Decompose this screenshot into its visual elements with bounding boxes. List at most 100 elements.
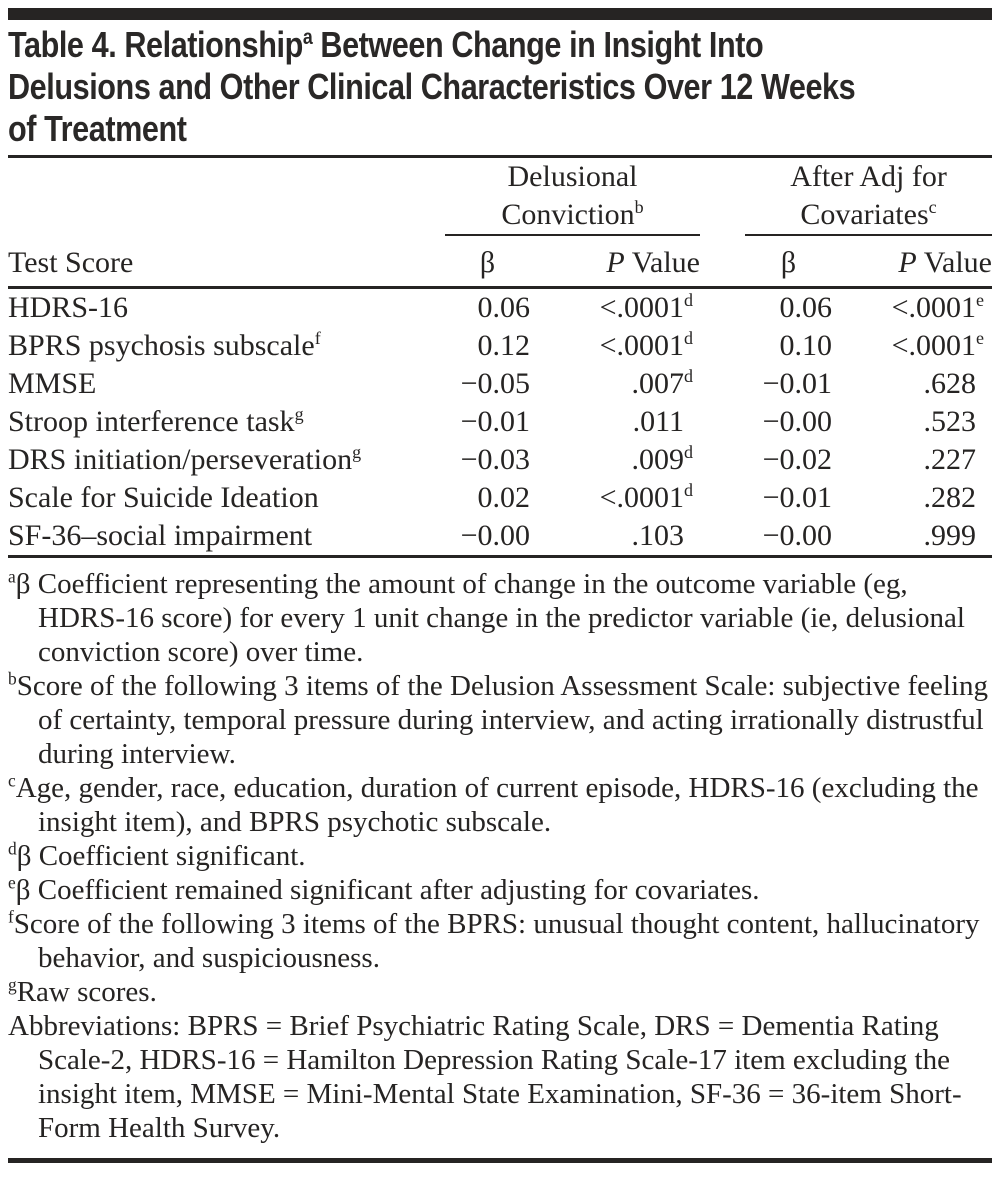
row-label-text: BPRS psychosis subscale	[8, 329, 315, 362]
p-rest: Value	[624, 246, 700, 279]
p-value: <.0001d	[599, 480, 693, 514]
column-group-delusional-conviction: Delusional Convictionb	[445, 158, 700, 236]
gap-cell	[700, 441, 745, 479]
row-label: SF-36–social impairment	[8, 517, 445, 558]
footnote-text: Age, gender, race, education, duration o…	[15, 772, 979, 838]
beta-value: −0.01	[460, 405, 530, 438]
p-value-text: <.0001	[891, 329, 976, 362]
group-label-text: Covariates	[800, 198, 929, 231]
p-rest: Value	[916, 246, 992, 279]
title-footnote-marker-a: a	[302, 26, 313, 49]
p-value: .103	[530, 517, 700, 558]
group-label-line: Covariatesc	[745, 196, 992, 233]
row-label-text: Scale for Suicide Ideation	[8, 481, 319, 514]
row-label-text: MMSE	[8, 367, 97, 400]
p-value: <.0001e	[891, 328, 984, 362]
table-row: Scale for Suicide Ideation 0.02 <.0001d …	[8, 479, 992, 517]
row-label: Scale for Suicide Ideation	[8, 479, 445, 517]
p-value: .628	[832, 365, 992, 403]
footnote-g: gRaw scores.	[8, 975, 992, 1009]
footnote-e: eβ Coefficient remained significant afte…	[8, 873, 992, 907]
gap-cell	[700, 403, 745, 441]
column-header-beta-1: β	[445, 235, 530, 289]
top-rule	[8, 8, 992, 20]
p-value: <.0001d	[599, 290, 693, 324]
row-footnote-marker: g	[352, 442, 362, 462]
beta-value: −0.00	[445, 517, 530, 558]
row-label: BPRS psychosis subscalef	[8, 327, 445, 365]
gap-cell	[700, 327, 745, 365]
footnote-text: Abbreviations: BPRS = Brief Psychiatric …	[8, 1010, 962, 1144]
beta-value: −0.00	[762, 405, 832, 438]
p-value: .227	[832, 441, 992, 479]
title-text: Between Change in Insight Into	[312, 24, 764, 65]
footnote-marker-c: c	[928, 197, 937, 217]
footnote-text: Score of the following 3 items of the De…	[16, 670, 989, 770]
table-row: Stroop interference taskg −0.01 .011 −0.…	[8, 403, 992, 441]
beta-value: 0.02	[477, 481, 531, 514]
beta-value: −0.01	[762, 481, 832, 514]
footnote-marker: a	[8, 566, 16, 587]
p-value-text: <.0001	[599, 329, 684, 362]
gap-cell	[700, 517, 745, 558]
column-header-p-value-1: P Value	[530, 235, 700, 289]
p-value: <.0001d	[599, 328, 693, 362]
footnote-marker: c	[8, 770, 16, 791]
p-value: .011	[530, 403, 700, 441]
p-value: .523	[832, 403, 992, 441]
title-line-1: Table 4. Relationshipa Between Change in…	[8, 24, 844, 66]
footnote-text: β Coefficient representing the amount of…	[15, 568, 965, 668]
title-text: Table 4. Relationship	[8, 24, 303, 65]
row-label: DRS initiation/perseverationg	[8, 441, 445, 479]
p-value-text: .227	[923, 443, 977, 476]
footnote-marker: b	[8, 668, 17, 689]
group-label-line: Delusional	[507, 160, 638, 193]
title-rule	[8, 155, 992, 158]
column-group-after-adj-covariates: After Adj for Covariatesc	[745, 158, 992, 236]
footnote-a: aβ Coefficient representing the amount o…	[8, 567, 992, 669]
table-row: HDRS-16 0.06 <.0001d 0.06 <.0001e	[8, 288, 992, 328]
p-value-text: .103	[631, 519, 685, 552]
row-header-test-score: Test Score	[8, 235, 445, 289]
footnote-marker: d	[8, 838, 17, 859]
p-value: .007d	[631, 366, 694, 400]
p-value-text: <.0001	[599, 481, 684, 514]
gap-cell	[700, 288, 745, 328]
footnote-marker: f	[8, 906, 14, 927]
row-label-text: Stroop interference task	[8, 405, 295, 438]
bottom-rule	[8, 1158, 992, 1163]
table-title: Table 4. Relationshipa Between Change in…	[8, 20, 992, 155]
footnote-text: Raw scores.	[16, 976, 157, 1008]
row-label: MMSE	[8, 365, 445, 403]
column-header-row: Test Score β P Value β P Value	[8, 235, 992, 289]
table-row: DRS initiation/perseverationg −0.03 .009…	[8, 441, 992, 479]
beta-value: 0.06	[477, 291, 531, 324]
group-label-text: Conviction	[501, 198, 635, 231]
p-value: .009d	[631, 442, 694, 476]
p-value-text: .282	[923, 481, 977, 514]
row-label-text: DRS initiation/perseveration	[8, 443, 353, 476]
footnote-text: β Coefficient significant.	[16, 840, 306, 872]
row-label-text: HDRS-16	[8, 291, 129, 324]
gap-cell	[700, 365, 745, 403]
p-value: .999	[832, 517, 992, 558]
row-label: HDRS-16	[8, 288, 445, 328]
p-value-text: .523	[923, 405, 977, 438]
row-label: Stroop interference taskg	[8, 403, 445, 441]
title-line-2: Delusions and Other Clinical Characteris…	[8, 66, 856, 107]
p-value: <.0001e	[891, 290, 984, 324]
p-value-text: <.0001	[891, 291, 976, 324]
table-row: SF-36–social impairment −0.00 .103 −0.00…	[8, 517, 992, 558]
gap-cell	[700, 479, 745, 517]
footnotes-block: aβ Coefficient representing the amount o…	[8, 558, 992, 1145]
group-label-line: After Adj for	[790, 160, 947, 193]
beta-value: −0.02	[762, 443, 832, 476]
column-header-beta-2: β	[745, 235, 832, 289]
spanner-gap	[700, 158, 745, 235]
footnote-marker: e	[8, 872, 16, 893]
p-value-text: .628	[923, 367, 977, 400]
table-row: MMSE −0.05 .007d −0.01 .628	[8, 365, 992, 403]
row-footnote-marker: f	[314, 328, 321, 348]
table-row: BPRS psychosis subscalef 0.12 <.0001d 0.…	[8, 327, 992, 365]
footnote-f: fScore of the following 3 items of the B…	[8, 907, 992, 975]
